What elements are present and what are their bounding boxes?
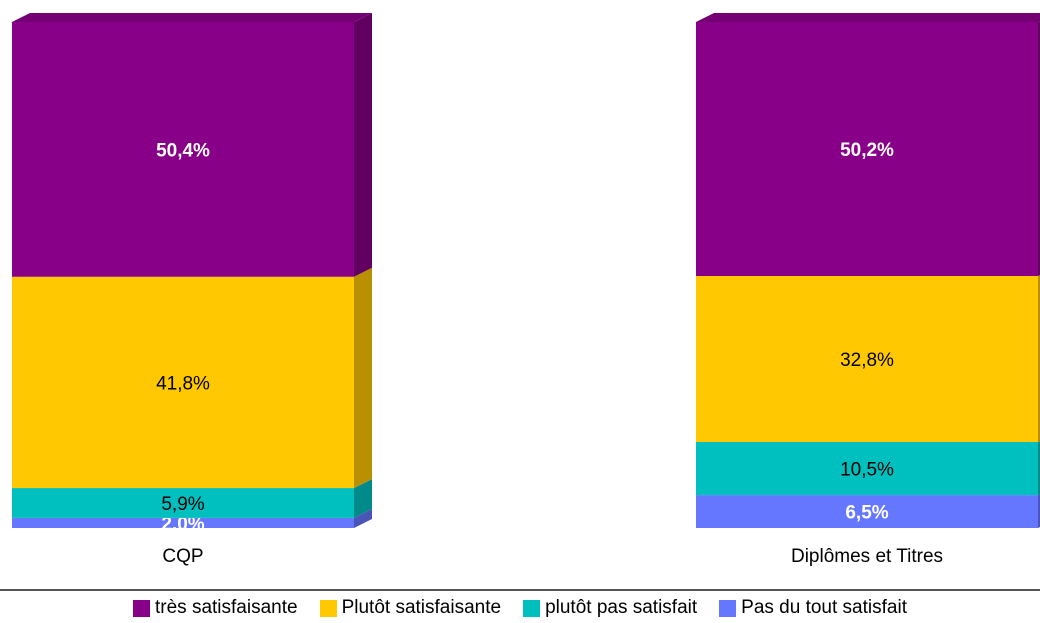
chart-legend: très satisfaisante Plutôt satisfaisante … xyxy=(0,596,1040,620)
legend-label-pas-du-tout-satisfait: Pas du tout satisfait xyxy=(741,597,907,618)
bar-plutot-pas-satisfait-cqp xyxy=(12,488,354,518)
legend-swatch-pas-du-tout-satisfait xyxy=(719,599,737,617)
category-label-cqp: CQP xyxy=(162,546,203,567)
bar-pas-du-tout-satisfait-diplomes-et-titres xyxy=(696,495,1038,528)
data-label-plutot-satisfaisante-cqp: 41,8% xyxy=(156,373,210,394)
bar-side-plutot-pas-satisfait-cqp xyxy=(354,479,372,518)
bar-plutot-satisfaisante-cqp xyxy=(12,276,354,489)
bar-plutot-pas-satisfait-diplomes-et-titres xyxy=(696,441,1038,496)
bar-top-diplomes-et-titres xyxy=(696,13,1040,22)
legend-label-plutot-satisfaisante: Plutôt satisfaisante xyxy=(341,597,502,618)
bar-side-tres-satisfaisante-cqp xyxy=(354,13,372,277)
data-label-tres-satisfaisante-cqp: 50,4% xyxy=(156,140,210,161)
bar-tres-satisfaisante-diplomes-et-titres xyxy=(696,22,1038,277)
data-label-pas-du-tout-satisfait-cqp: 2,0% xyxy=(161,514,204,535)
legend-item-plutot-pas-satisfait: plutôt pas satisfait xyxy=(523,597,697,619)
legend-swatch-plutot-satisfaisante xyxy=(319,599,337,617)
data-label-pas-du-tout-satisfait-diplomes-et-titres: 6,5% xyxy=(845,503,888,524)
bar-side-plutot-satisfaisante-cqp xyxy=(354,267,372,489)
category-label-diplomes-et-titres: Diplômes et Titres xyxy=(791,546,943,567)
bar-plutot-satisfaisante-diplomes-et-titres xyxy=(696,276,1038,442)
legend-label-plutot-pas-satisfait: plutôt pas satisfait xyxy=(545,597,698,618)
legend-item-pas-du-tout-satisfait: Pas du tout satisfait xyxy=(719,597,907,619)
legend-swatch-plutot-pas-satisfait xyxy=(523,599,541,617)
bar-top-cqp xyxy=(12,13,372,22)
stacked-bar-chart: 2,0%5,9% 41,8% 50,4% CQP 6,5% 10,5% 32,8% 50,2%… xyxy=(12,13,1040,567)
data-label-plutot-satisfaisante-diplomes-et-titres: 32,8% xyxy=(840,350,894,371)
legend-item-tres-satisfaisante: très satisfaisante xyxy=(133,597,298,619)
legend-divider xyxy=(0,589,1040,591)
bar-pas-du-tout-satisfait-cqp xyxy=(12,517,354,528)
data-label-plutot-pas-satisfait-diplomes-et-titres: 10,5% xyxy=(840,460,894,481)
bar-side-pas-du-tout-satisfait-cqp xyxy=(354,508,372,528)
legend-label-tres-satisfaisante: très satisfaisante xyxy=(155,597,298,618)
data-label-plutot-pas-satisfait-cqp: 5,9% xyxy=(161,494,204,515)
legend-swatch-tres-satisfaisante xyxy=(133,599,150,617)
bar-tres-satisfaisante-cqp xyxy=(12,22,354,277)
legend-item-plutot-satisfaisante: Plutôt satisfaisante xyxy=(319,597,502,619)
data-label-tres-satisfaisante-diplomes-et-titres: 50,2% xyxy=(840,140,894,161)
